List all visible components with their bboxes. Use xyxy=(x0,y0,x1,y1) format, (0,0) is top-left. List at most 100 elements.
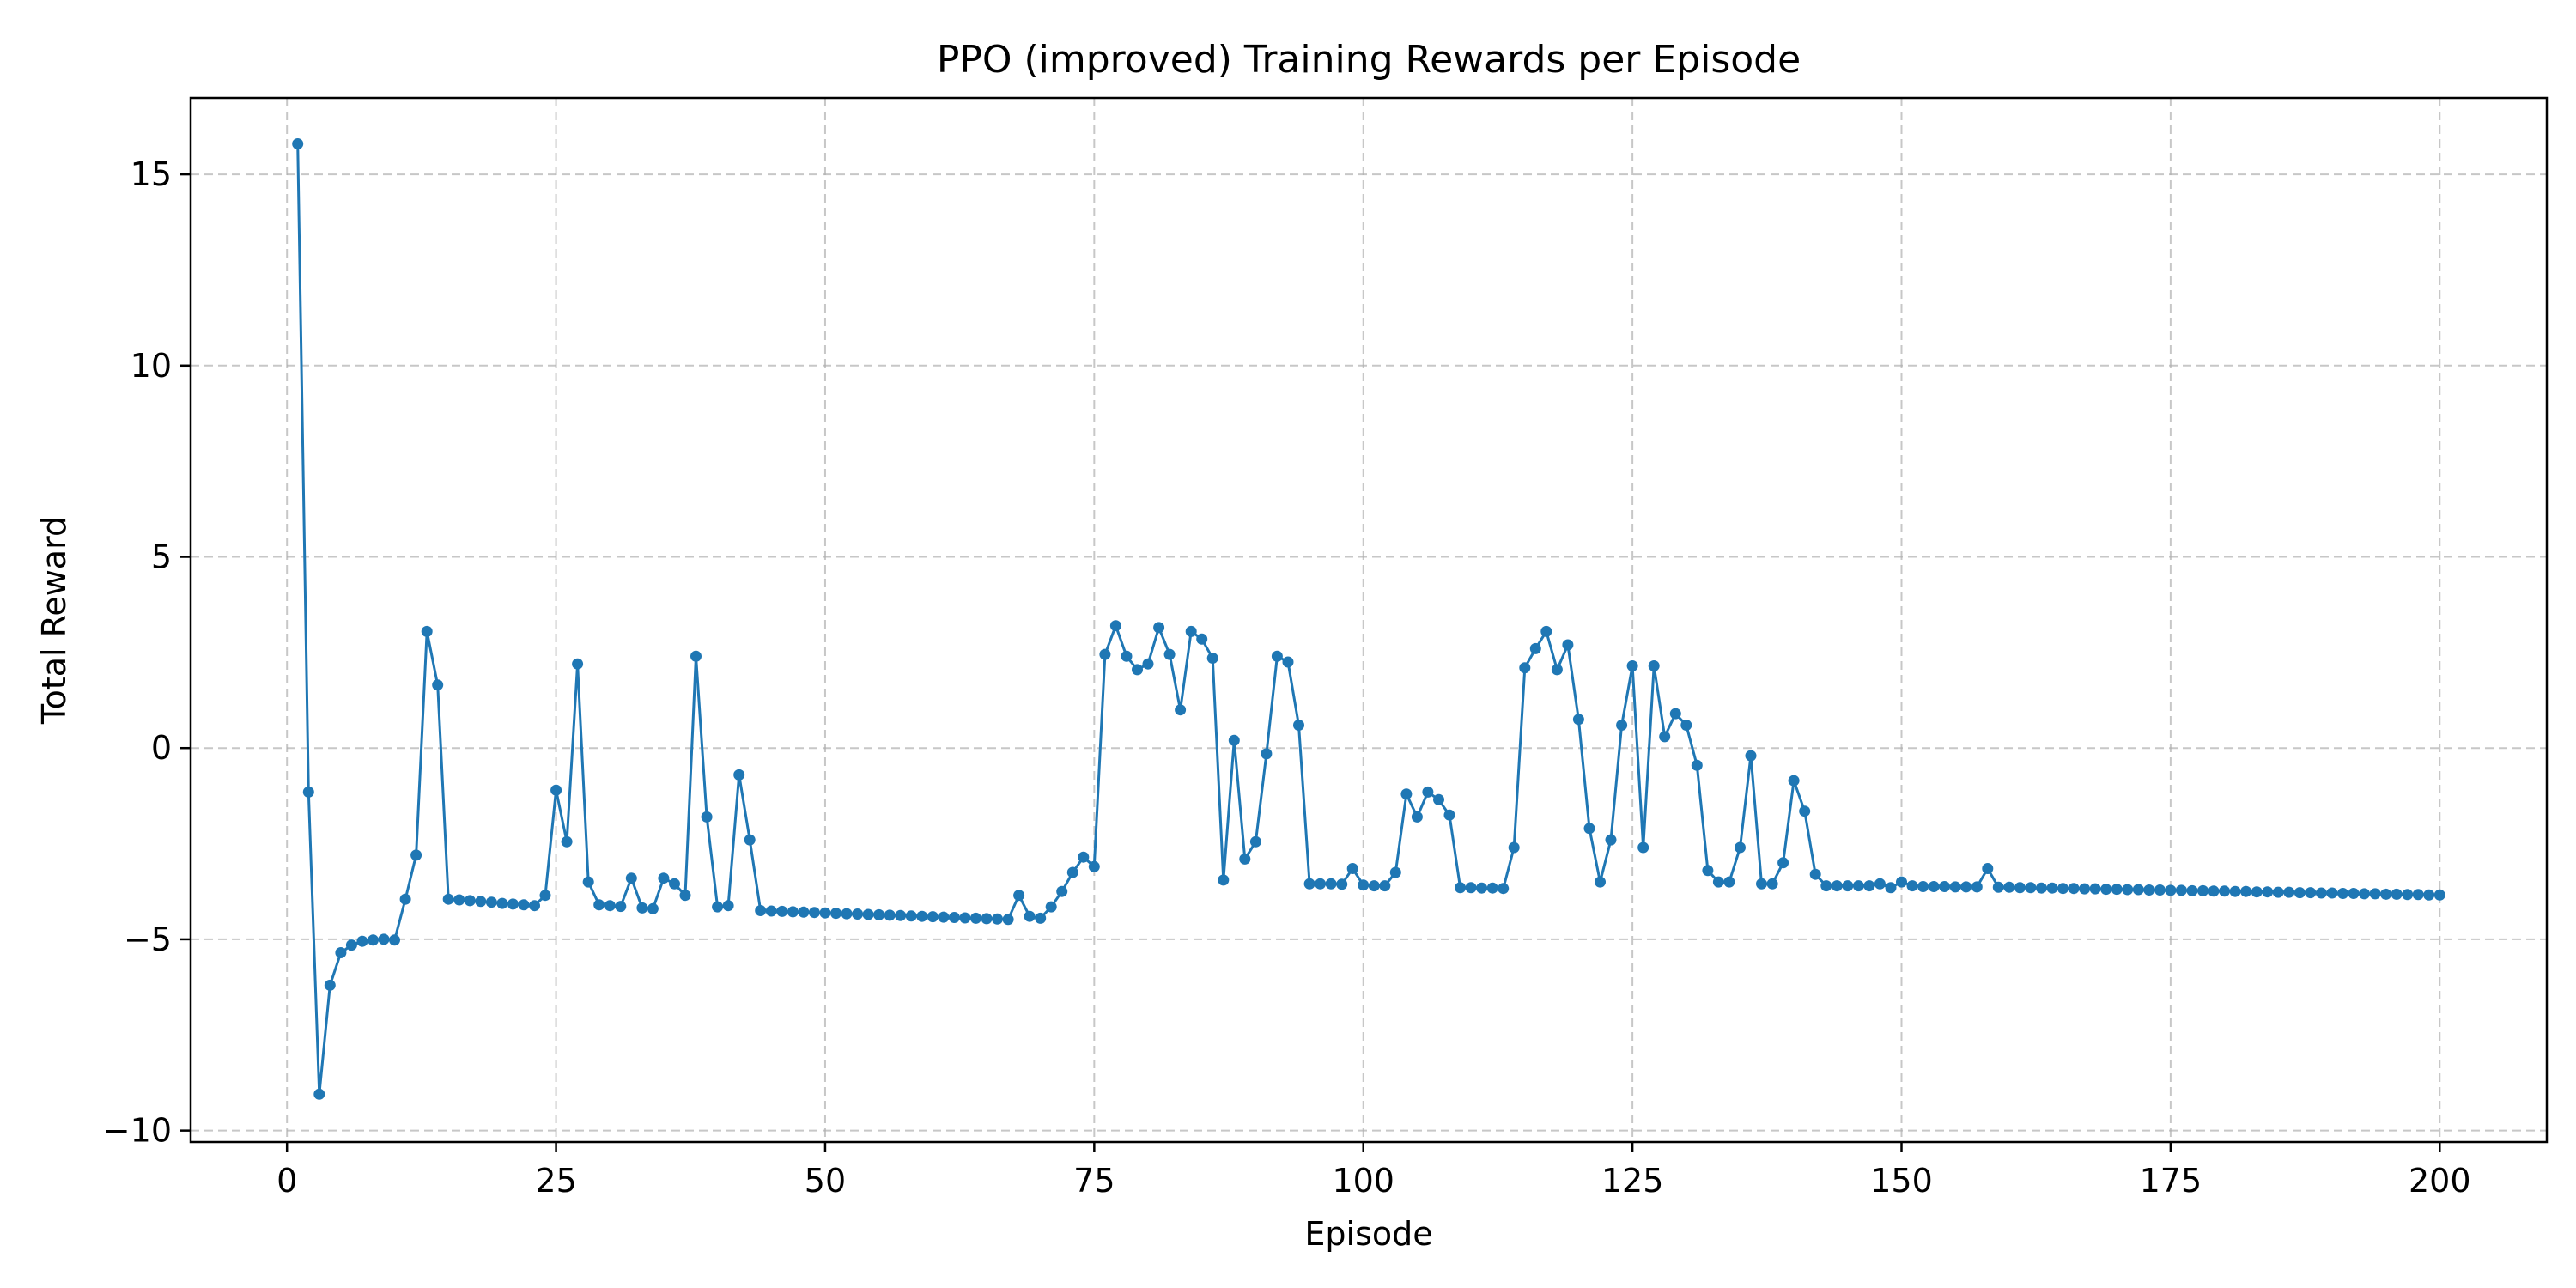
data-point xyxy=(2359,888,2370,900)
data-point xyxy=(2100,884,2112,896)
x-tick-label: 25 xyxy=(535,1162,576,1200)
data-point xyxy=(1045,901,1057,913)
data-point xyxy=(442,893,454,905)
y-tick-label: 0 xyxy=(151,729,172,767)
data-point xyxy=(1745,750,1757,762)
data-point xyxy=(1831,880,1843,892)
data-point xyxy=(1476,882,1488,894)
data-point xyxy=(1626,660,1638,671)
data-point xyxy=(2423,889,2435,901)
data-point xyxy=(2433,889,2445,901)
data-point xyxy=(1218,874,1230,886)
data-point xyxy=(1088,860,1100,872)
data-point xyxy=(1982,863,1994,874)
data-point xyxy=(669,878,680,890)
data-point xyxy=(2132,884,2144,896)
grid xyxy=(191,98,2547,1142)
data-point xyxy=(1422,786,1434,798)
data-point xyxy=(1971,881,1983,893)
data-point xyxy=(539,890,551,902)
series-reward xyxy=(292,138,2445,1100)
chart-title: PPO (improved) Training Rewards per Epis… xyxy=(937,38,1801,82)
data-point xyxy=(1206,653,1218,664)
data-point xyxy=(2003,881,2015,893)
data-point xyxy=(1939,881,1951,892)
data-point xyxy=(1788,775,1800,787)
data-point xyxy=(1820,880,1832,892)
data-point xyxy=(808,907,820,919)
data-point xyxy=(1712,876,1724,888)
y-axis-ticks: −10 −5 0 5 10 15 xyxy=(103,155,191,1150)
data-point xyxy=(518,899,530,911)
data-point xyxy=(1799,805,1811,817)
data-point xyxy=(1842,880,1854,892)
data-point xyxy=(2036,882,2047,894)
data-point xyxy=(2337,888,2348,899)
data-point xyxy=(1293,720,1304,731)
data-point xyxy=(1379,880,1391,892)
data-point xyxy=(529,900,540,912)
data-point xyxy=(852,908,864,920)
data-point xyxy=(2348,888,2360,899)
data-point xyxy=(2143,884,2155,896)
data-point xyxy=(2240,885,2252,897)
y-tick-label: −10 xyxy=(103,1112,172,1150)
data-point xyxy=(1756,878,1767,890)
data-point xyxy=(1368,880,1380,892)
data-point xyxy=(292,138,304,149)
x-axis-ticks: 0 25 50 75 100 125 150 175 200 xyxy=(276,1142,2471,1200)
data-point xyxy=(1249,835,1261,848)
data-point xyxy=(1261,748,1273,760)
data-point xyxy=(2262,886,2274,898)
data-point xyxy=(981,913,993,925)
data-point xyxy=(1723,876,1735,888)
data-point xyxy=(2068,883,2080,895)
data-point xyxy=(2369,888,2381,900)
data-point xyxy=(2229,885,2241,897)
data-point xyxy=(1519,662,1531,674)
data-point xyxy=(1336,878,1348,890)
data-point xyxy=(647,902,659,914)
data-point xyxy=(1917,881,1929,892)
data-point xyxy=(550,784,562,796)
data-point xyxy=(1109,620,1121,632)
data-point xyxy=(421,625,433,637)
data-point xyxy=(1455,882,1467,894)
data-point xyxy=(2326,887,2338,899)
data-point xyxy=(1735,841,1746,854)
data-point xyxy=(862,908,874,920)
data-point xyxy=(1132,664,1143,676)
data-point xyxy=(1702,865,1714,877)
data-point xyxy=(1583,823,1595,835)
data-point xyxy=(561,835,573,848)
y-axis-label: Total Reward xyxy=(35,516,73,725)
data-point xyxy=(1809,868,1821,880)
y-tick-label: −5 xyxy=(124,920,172,958)
data-point xyxy=(2283,886,2295,898)
data-point xyxy=(927,911,939,923)
data-point xyxy=(712,901,724,913)
data-point xyxy=(582,876,594,888)
data-point xyxy=(302,786,314,798)
data-point xyxy=(1153,622,1165,634)
data-point xyxy=(368,934,379,946)
data-point xyxy=(1777,857,1789,869)
data-point xyxy=(636,902,648,914)
x-tick-label: 175 xyxy=(2140,1162,2202,1200)
data-point xyxy=(1142,658,1154,670)
data-point xyxy=(2197,884,2208,896)
data-point xyxy=(744,834,756,846)
data-point xyxy=(1121,650,1133,662)
data-point xyxy=(399,893,411,905)
data-point xyxy=(2046,882,2058,894)
data-point xyxy=(432,679,444,691)
data-point xyxy=(765,905,777,917)
data-point xyxy=(1056,885,1068,897)
data-point xyxy=(992,913,1003,925)
data-point xyxy=(798,906,810,918)
data-point xyxy=(1691,759,1703,771)
plot-area-frame xyxy=(189,96,2549,1144)
data-point xyxy=(378,933,390,945)
data-point xyxy=(2122,884,2134,896)
data-point xyxy=(572,658,584,670)
